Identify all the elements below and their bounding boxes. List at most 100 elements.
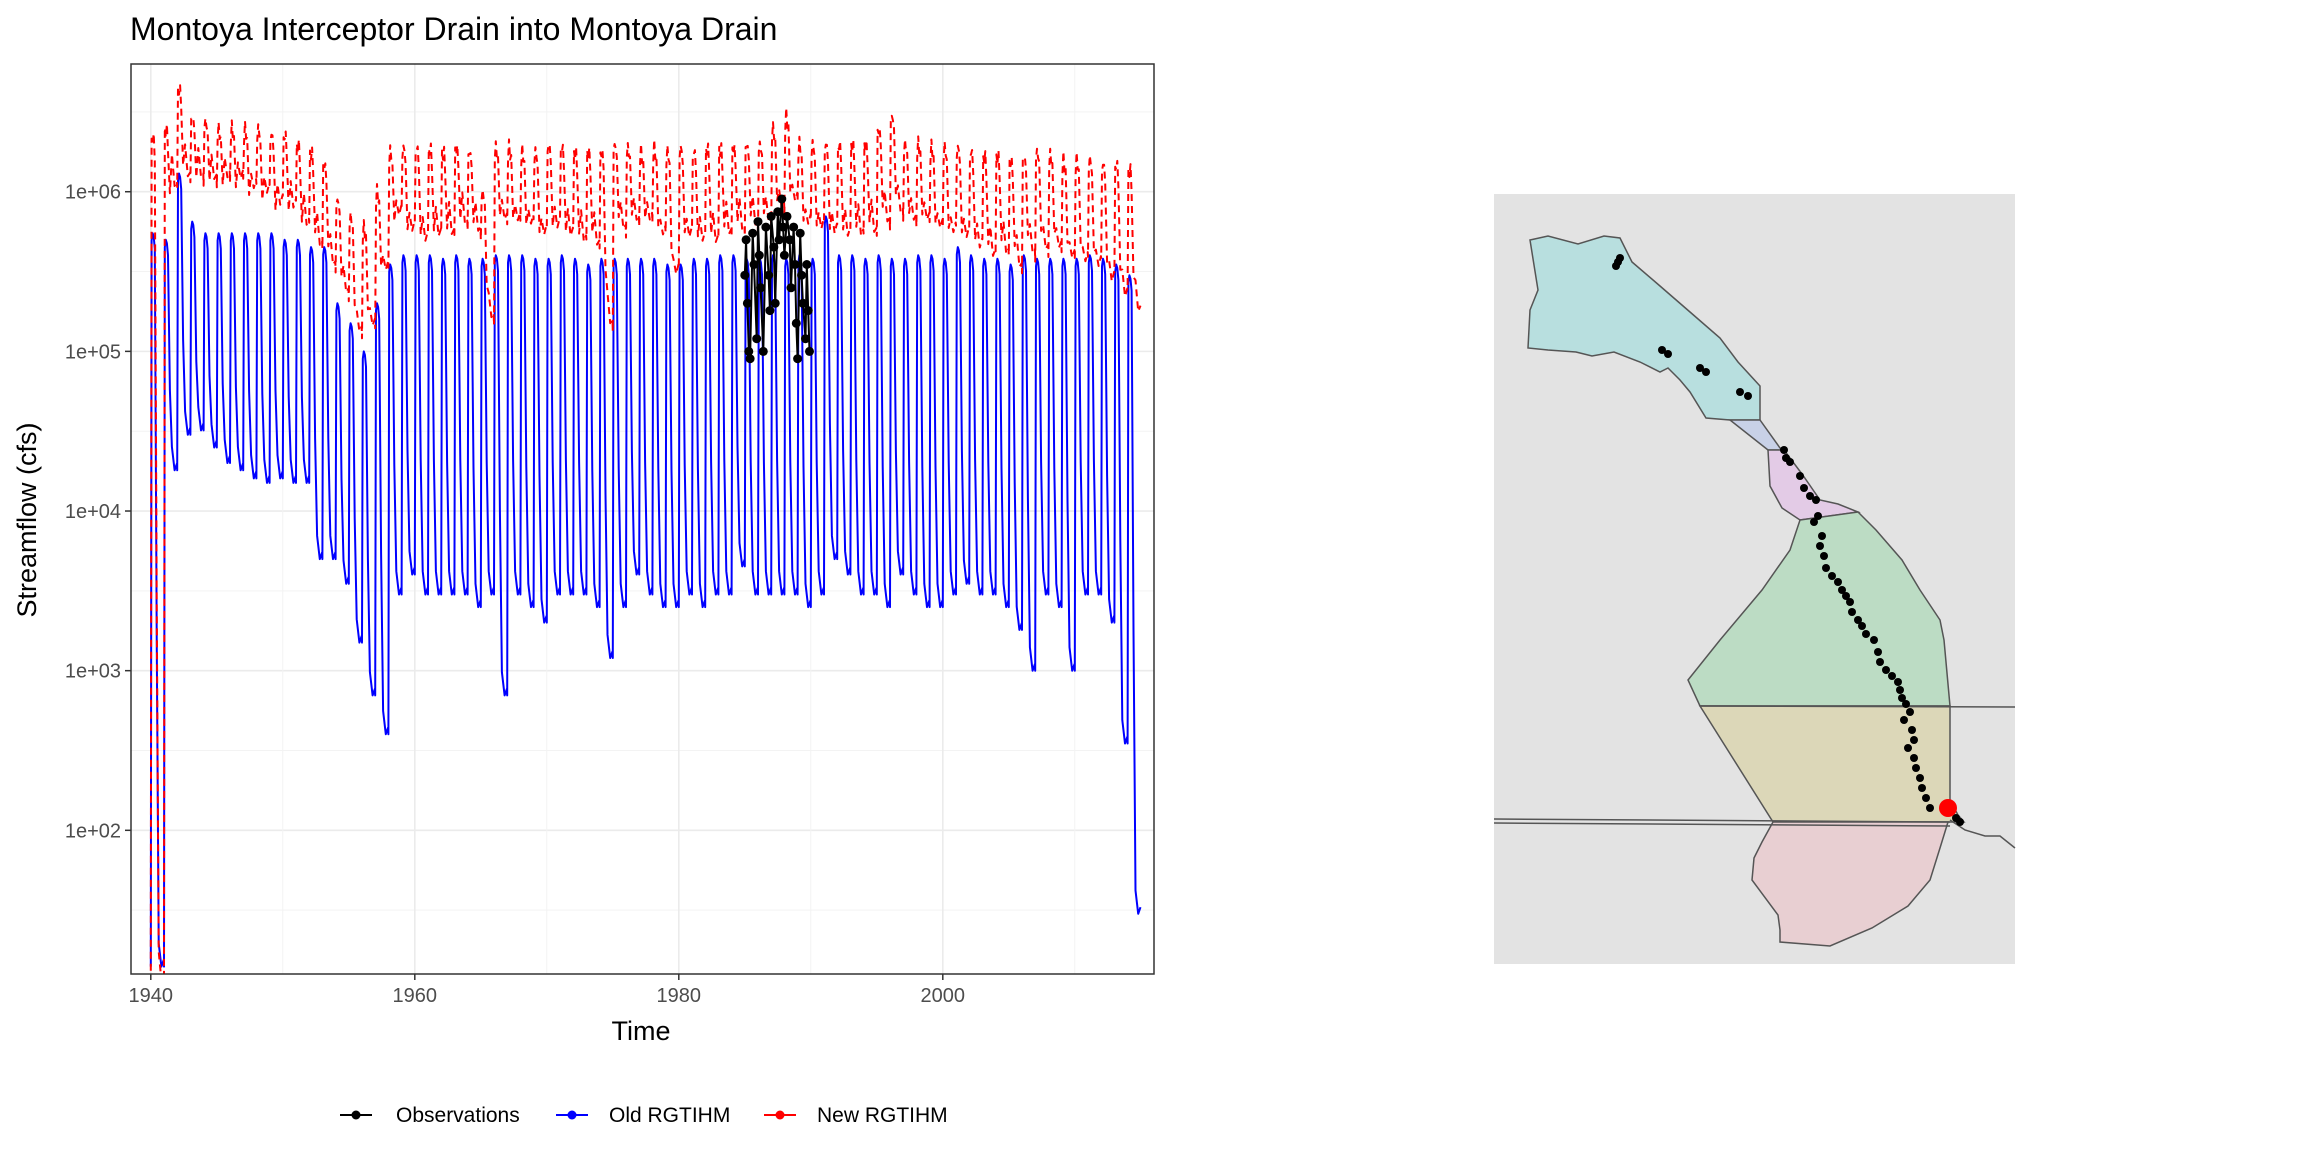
map-observation-point bbox=[1736, 388, 1744, 396]
map-observation-point bbox=[1882, 666, 1890, 674]
map-observation-point bbox=[1912, 764, 1920, 772]
map-observation-point bbox=[1816, 542, 1824, 550]
legend-item-old-rgtihm: Old RGTIHM bbox=[556, 1104, 730, 1127]
panel-border bbox=[130, 63, 1155, 975]
legend-item-new-rgtihm: New RGTIHM bbox=[764, 1104, 948, 1127]
map-observation-point bbox=[1870, 636, 1878, 644]
observation-point bbox=[742, 298, 752, 308]
legend-item-observations: Observations bbox=[340, 1104, 520, 1127]
y-tick-label: 1e+05 bbox=[65, 341, 121, 363]
map-observation-point bbox=[1876, 658, 1884, 666]
x-axis-title: Time bbox=[612, 1016, 671, 1046]
map-observation-point bbox=[1926, 804, 1934, 812]
map-observation-point bbox=[1818, 532, 1826, 540]
map-regions bbox=[1527, 235, 1966, 947]
observation-point bbox=[805, 346, 814, 356]
observation-point bbox=[741, 235, 751, 245]
map-observation-point bbox=[1896, 686, 1904, 694]
x-tick-label: 1940 bbox=[129, 985, 174, 1007]
observation-point bbox=[786, 283, 796, 293]
map-observation-point bbox=[1838, 586, 1846, 594]
observation-point bbox=[795, 228, 805, 238]
observation-point bbox=[766, 211, 776, 221]
observation-point bbox=[797, 270, 807, 280]
observation-point bbox=[744, 346, 754, 356]
map-observation-point bbox=[1664, 350, 1672, 358]
map-observation-point bbox=[1796, 472, 1804, 480]
map-observation-point bbox=[1744, 392, 1752, 400]
map-observation-point bbox=[1910, 754, 1918, 762]
map-boundary-line bbox=[1699, 705, 2016, 708]
observation-point bbox=[789, 222, 799, 232]
map-observation-point bbox=[1834, 578, 1842, 586]
y-tick-label: 1e+02 bbox=[65, 820, 121, 842]
observation-point bbox=[791, 318, 801, 328]
x-tick-label: 1980 bbox=[657, 985, 702, 1007]
observation-point bbox=[770, 298, 780, 308]
observation-point bbox=[785, 235, 795, 245]
map-observation-point bbox=[1702, 368, 1710, 376]
plot-panel: 1e+02 1e+03 1e+04 1e+05 1e+06 1940 1960 1980 200… bbox=[65, 63, 1155, 1007]
observation-point bbox=[756, 283, 766, 293]
map-observation-point bbox=[1806, 492, 1814, 500]
observation-point bbox=[740, 270, 750, 280]
map-observation-point bbox=[1910, 736, 1918, 744]
map-observation-point bbox=[1874, 648, 1882, 656]
series-layer bbox=[149, 84, 1142, 974]
observation-point bbox=[752, 334, 762, 344]
x-tick-label: 2000 bbox=[921, 985, 966, 1007]
map-panel bbox=[1493, 194, 2016, 964]
map-observation-point bbox=[1822, 564, 1830, 572]
map-observation-point bbox=[1956, 818, 1964, 826]
map-region bbox=[1527, 235, 1761, 421]
observation-point bbox=[779, 250, 789, 260]
observation-point bbox=[749, 260, 759, 269]
chart-title: Montoya Interceptor Drain into Montoya D… bbox=[130, 11, 777, 47]
map-highlight-point bbox=[1939, 799, 1957, 817]
map-observation-point bbox=[1786, 458, 1794, 466]
y-tick-label: 1e+04 bbox=[65, 501, 121, 523]
y-axis-title: Streamflow (cfs) bbox=[12, 422, 42, 617]
map-observation-point bbox=[1800, 484, 1808, 492]
map-observation-point bbox=[1922, 794, 1930, 802]
map-observation-point bbox=[1918, 784, 1926, 792]
observation-point bbox=[753, 217, 763, 227]
y-tick-label: 1e+06 bbox=[65, 182, 121, 204]
observation-point bbox=[773, 207, 783, 217]
legend-label-new-rgtihm: New RGTIHM bbox=[817, 1104, 948, 1127]
map-observation-point bbox=[1900, 716, 1908, 724]
observation-point bbox=[765, 306, 775, 316]
map-observation-point bbox=[1828, 572, 1836, 580]
map-observation-point bbox=[1894, 678, 1902, 686]
legend: Observations Old RGTIHM New RGTIHM bbox=[340, 1104, 948, 1127]
map-observation-point bbox=[1810, 518, 1818, 526]
map-observation-point bbox=[1812, 496, 1820, 504]
observation-point bbox=[764, 270, 774, 280]
observation-point bbox=[748, 228, 758, 238]
map-observation-point bbox=[1820, 552, 1828, 560]
map-observation-point bbox=[1696, 364, 1704, 372]
map-observation-point bbox=[1898, 694, 1906, 702]
map-observation-point bbox=[1814, 512, 1822, 520]
map-observation-point bbox=[1904, 744, 1912, 752]
map-observation-point bbox=[1908, 726, 1916, 734]
observation-point bbox=[793, 354, 803, 364]
observation-point bbox=[790, 260, 800, 269]
map-observation-point bbox=[1846, 598, 1854, 606]
observation-point bbox=[761, 222, 771, 232]
observation-point bbox=[782, 211, 792, 221]
map-observation-point bbox=[1842, 592, 1850, 600]
observation-point bbox=[798, 298, 808, 308]
map-observation-point bbox=[1658, 346, 1666, 354]
map-observation-point bbox=[1854, 616, 1862, 624]
map-boundary-line bbox=[1493, 822, 1951, 827]
observation-point bbox=[745, 354, 755, 364]
observation-point bbox=[754, 250, 764, 260]
observation-point bbox=[803, 306, 813, 316]
axis-ticks: 1e+02 1e+03 1e+04 1e+05 1e+06 1940 1960 1980 200… bbox=[65, 182, 965, 1007]
y-tick-label: 1e+03 bbox=[65, 661, 121, 683]
map-boundary-line bbox=[1493, 818, 1951, 823]
map-observation-point bbox=[1780, 446, 1788, 454]
observation-point bbox=[778, 222, 788, 232]
